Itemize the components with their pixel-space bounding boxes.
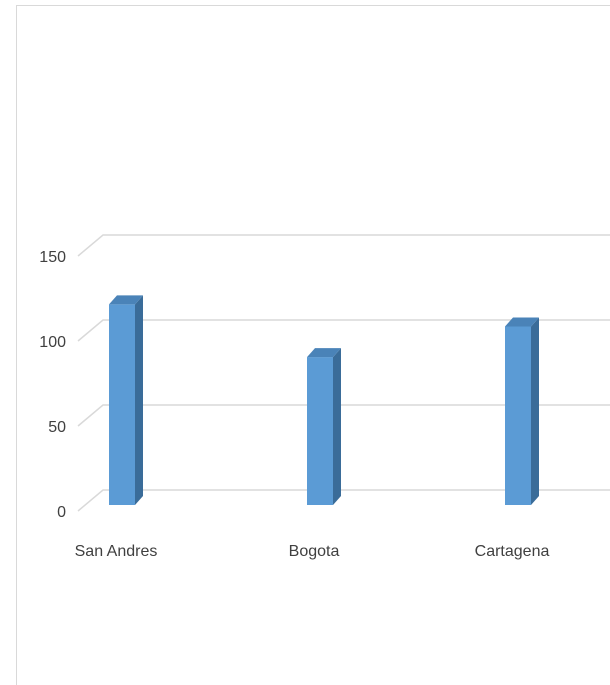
bar-side-face bbox=[531, 317, 539, 505]
bar bbox=[307, 348, 341, 505]
bar bbox=[505, 317, 539, 505]
x-category-label: Cartagena bbox=[475, 543, 550, 560]
bar-front-face bbox=[109, 304, 135, 505]
bar-front-face bbox=[307, 357, 333, 505]
bar-chart: 150 100 50 0 San Andres Bogota Cartagena bbox=[39, 234, 610, 560]
y-tick-label: 0 bbox=[57, 504, 66, 521]
gridline bbox=[77, 234, 610, 257]
bar-side-face bbox=[333, 348, 341, 505]
bar-top-face bbox=[307, 348, 341, 358]
y-tick-label: 150 bbox=[39, 249, 66, 266]
bar-front-face bbox=[505, 326, 531, 505]
bar-top-face bbox=[109, 295, 143, 305]
x-axis-category-labels: San Andres Bogota Cartagena bbox=[75, 543, 550, 560]
bars bbox=[109, 295, 539, 505]
x-category-label: San Andres bbox=[75, 543, 158, 560]
bar bbox=[109, 295, 143, 505]
gridline bbox=[77, 404, 610, 427]
gridline bbox=[77, 489, 610, 512]
y-tick-label: 100 bbox=[39, 334, 66, 351]
y-tick-label: 50 bbox=[48, 419, 66, 436]
gridlines bbox=[77, 234, 610, 512]
x-category-label: Bogota bbox=[289, 543, 340, 560]
y-axis-tick-labels: 150 100 50 0 bbox=[39, 249, 66, 521]
bar-side-face bbox=[135, 295, 143, 505]
bar-top-face bbox=[505, 317, 539, 327]
chart-frame bbox=[16, 5, 610, 685]
gridline bbox=[77, 319, 610, 342]
